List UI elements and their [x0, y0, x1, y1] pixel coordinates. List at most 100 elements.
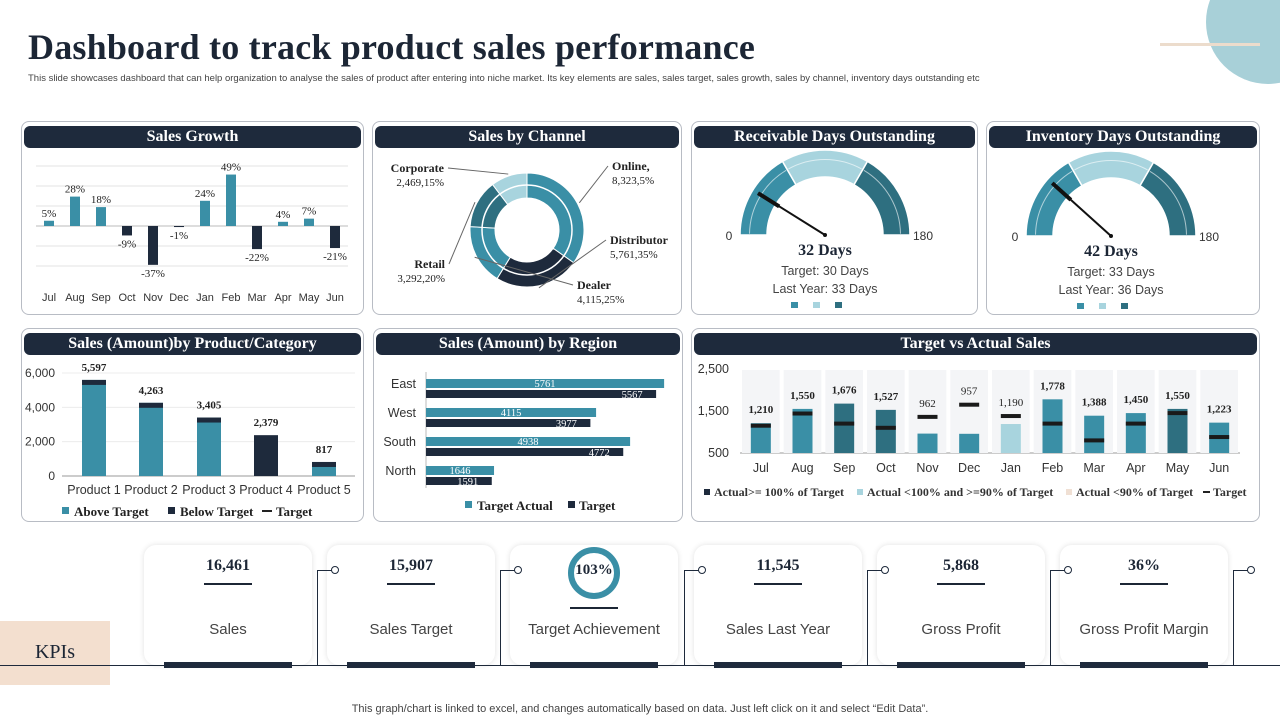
inventory-days-title: Inventory Days Outstanding: [989, 126, 1257, 148]
product-y-tick: 2,000: [25, 435, 55, 449]
product-y-tick: 6,000: [25, 366, 55, 380]
growth-bar: [44, 220, 54, 226]
kpi-bar: [347, 662, 475, 668]
channel-label: Retail: [414, 257, 445, 271]
growth-bar: [70, 196, 80, 226]
product-legend-label: Above Target: [74, 504, 149, 519]
growth-bar: [96, 207, 106, 226]
inventory-gauge-legend-swatch: [1099, 303, 1106, 309]
inventory-gauge-target: Target: 33 Days: [1067, 265, 1155, 279]
kpi-card-gross-profit-margin: 36% Gross Profit Margin: [1060, 545, 1228, 668]
tva-legend-label: Actual <90% of Target: [1076, 485, 1193, 499]
tva-target-marker: [1209, 435, 1230, 440]
kpi-underline: [937, 583, 985, 585]
product-bar: [197, 417, 221, 476]
growth-bar: [278, 221, 288, 226]
kpi-value: 103%: [575, 562, 613, 578]
receivable-gauge-value: 32 Days: [798, 242, 852, 259]
growth-data-label: -1%: [170, 230, 188, 242]
region-target-bar: [426, 448, 624, 456]
kpi-card-sales-last-year: 11,545 Sales Last Year: [694, 545, 862, 668]
inventory-gauge-needle-tip: [1050, 181, 1073, 202]
tva-data-label: 1,676: [832, 385, 857, 397]
channel-value-label: 2,469,15%: [396, 177, 444, 189]
channel-value-label: 8,323,5%: [612, 175, 654, 187]
tva-data-label: 1,527: [873, 391, 898, 403]
receivable-days-title: Receivable Days Outstanding: [694, 126, 975, 148]
tva-y-tick: 1,500: [698, 404, 729, 418]
product-x-tick: Product 2: [124, 483, 178, 497]
growth-x-tick: Sep: [91, 292, 111, 304]
product-bar: [254, 435, 278, 476]
receivable-gauge-last-year: Last Year: 33 Days: [773, 282, 878, 296]
region-y-tick: South: [383, 435, 416, 449]
kpi-connector-dot: [1247, 566, 1255, 574]
region-actual-bar: [426, 437, 631, 446]
growth-data-label: -22%: [245, 252, 269, 264]
product-x-tick: Product 4: [239, 483, 293, 497]
tva-legend-label: Target: [1213, 485, 1247, 499]
kpi-value: 5,868: [943, 557, 979, 574]
region-actual-label: 4115: [501, 408, 522, 419]
kpi-underline: [754, 583, 802, 585]
page-subtitle: This slide showcases dashboard that can …: [28, 73, 980, 84]
receivable-gauge-min-label: 0: [726, 229, 733, 243]
tva-actual-bar: [1042, 399, 1063, 453]
tva-y-tick: 500: [708, 446, 729, 460]
tva-legend-label: Actual>= 100% of Target: [714, 485, 844, 499]
product-x-tick: Product 1: [67, 483, 121, 497]
tva-data-label: 1,550: [790, 390, 815, 402]
receivable-gauge-legend-swatch: [791, 302, 798, 308]
tva-actual-bar: [1000, 424, 1021, 453]
product-bar: [82, 379, 106, 476]
receivable-gauge-inner-arc: [863, 169, 901, 234]
growth-x-tick: Jan: [196, 292, 214, 304]
inventory-gauge-last-year: Last Year: 36 Days: [1059, 283, 1164, 297]
sales-growth-title: Sales Growth: [24, 126, 361, 148]
sales-by-channel-title: Sales by Channel: [375, 126, 679, 148]
by-product-panel: Sales (Amount)by Product/Category: [21, 328, 364, 522]
tva-actual-bar: [834, 403, 855, 453]
kpi-ring: 103%: [568, 547, 620, 599]
channel-label: Online,: [612, 159, 650, 173]
inventory-gauge-segment: [1067, 150, 1155, 187]
kpi-connector: [867, 570, 883, 571]
receivable-gauge-segment: [781, 149, 869, 186]
inventory-gauge-value: 42 Days: [1084, 243, 1138, 260]
tva-x-tick: Jul: [753, 461, 769, 475]
tva-x-tick: May: [1166, 461, 1190, 475]
channel-leader-line: [448, 201, 476, 265]
tva-target-marker: [1084, 438, 1105, 443]
kpi-value: 16,461: [206, 557, 250, 574]
growth-x-tick: Feb: [222, 292, 241, 304]
tva-legend-swatch: [1066, 489, 1072, 495]
inventory-gauge-inner-arc: [1074, 160, 1148, 171]
tva-target-marker: [834, 421, 855, 426]
tva-data-label: 1,778: [1040, 380, 1065, 392]
kpi-label: Sales: [209, 621, 247, 638]
product-data-label: 5,597: [82, 362, 107, 374]
growth-x-tick: Oct: [118, 292, 135, 304]
inventory-gauge-inner-arc: [1035, 170, 1073, 235]
tva-data-label: 1,223: [1207, 404, 1232, 416]
kpi-connector-dot: [514, 566, 522, 574]
tva-x-tick: Oct: [876, 461, 896, 475]
inventory-gauge-segment: [1025, 161, 1084, 237]
kpi-connector: [1233, 570, 1234, 665]
product-target-band: [139, 402, 163, 408]
tva-target-marker: [1167, 411, 1188, 416]
tva-data-label: 957: [961, 386, 978, 398]
channel-leader-line: [538, 239, 607, 289]
growth-bar: [122, 226, 132, 236]
by-region-title: Sales (Amount) by Region: [376, 333, 680, 355]
kpi-connector-dot: [331, 566, 339, 574]
growth-x-tick: Aug: [65, 292, 85, 304]
tva-x-tick: Apr: [1126, 461, 1145, 475]
receivable-gauge-legend-swatch: [813, 302, 820, 308]
kpi-connector: [1050, 570, 1051, 665]
channel-leader-line: [578, 165, 609, 204]
tva-actual-bar: [792, 408, 813, 453]
kpi-label: Gross Profit Margin: [1079, 621, 1209, 638]
tva-actual-bar: [917, 433, 938, 453]
receivable-gauge-inner-arc: [788, 159, 862, 170]
